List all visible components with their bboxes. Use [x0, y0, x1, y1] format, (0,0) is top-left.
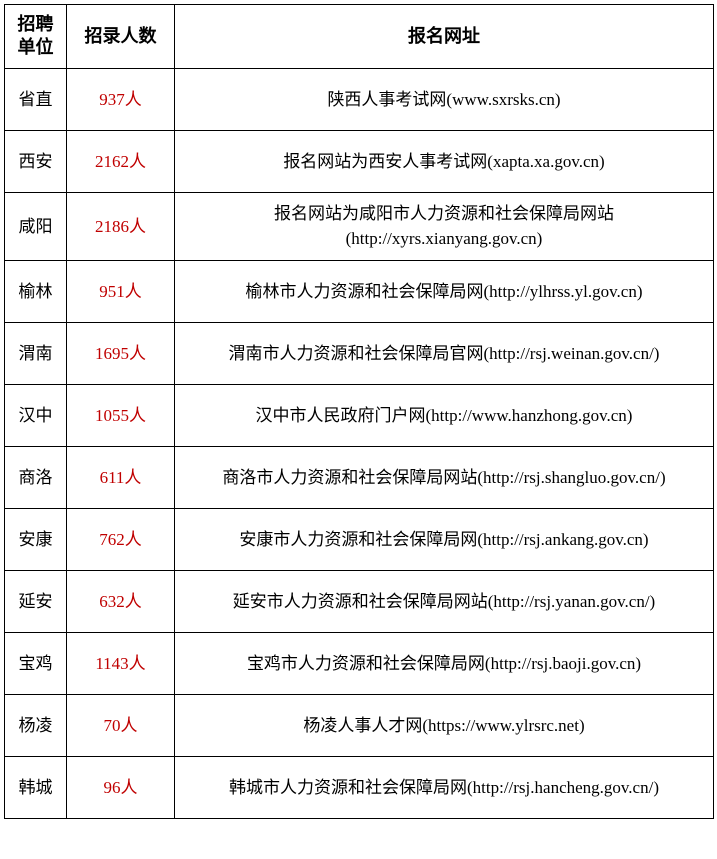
table-row: 咸阳2186人报名网站为咸阳市人力资源和社会保障局网站(http://xyrs.… — [5, 192, 714, 260]
table-body: 省直937人陕西人事考试网(www.sxrsks.cn)西安2162人报名网站为… — [5, 68, 714, 818]
table-row: 杨凌70人杨凌人事人才网(https://www.ylrsrc.net) — [5, 694, 714, 756]
cell-count: 937人 — [67, 68, 175, 130]
cell-url: 汉中市人民政府门户网(http://www.hanzhong.gov.cn) — [175, 384, 714, 446]
table-row: 西安2162人报名网站为西安人事考试网(xapta.xa.gov.cn) — [5, 130, 714, 192]
cell-url: 安康市人力资源和社会保障局网(http://rsj.ankang.gov.cn) — [175, 508, 714, 570]
cell-count: 2186人 — [67, 192, 175, 260]
cell-count: 96人 — [67, 756, 175, 818]
cell-count: 951人 — [67, 260, 175, 322]
cell-count: 762人 — [67, 508, 175, 570]
cell-count: 1055人 — [67, 384, 175, 446]
cell-unit: 杨凌 — [5, 694, 67, 756]
cell-url: 陕西人事考试网(www.sxrsks.cn) — [175, 68, 714, 130]
cell-count: 1695人 — [67, 322, 175, 384]
cell-unit: 咸阳 — [5, 192, 67, 260]
cell-unit: 延安 — [5, 570, 67, 632]
cell-unit: 省直 — [5, 68, 67, 130]
cell-count: 70人 — [67, 694, 175, 756]
cell-unit: 榆林 — [5, 260, 67, 322]
header-url: 报名网址 — [175, 5, 714, 69]
cell-count: 611人 — [67, 446, 175, 508]
cell-count: 1143人 — [67, 632, 175, 694]
cell-url: 延安市人力资源和社会保障局网站(http://rsj.yanan.gov.cn/… — [175, 570, 714, 632]
table-row: 渭南1695人渭南市人力资源和社会保障局官网(http://rsj.weinan… — [5, 322, 714, 384]
cell-unit: 商洛 — [5, 446, 67, 508]
cell-unit: 渭南 — [5, 322, 67, 384]
cell-url: 渭南市人力资源和社会保障局官网(http://rsj.weinan.gov.cn… — [175, 322, 714, 384]
cell-url: 报名网站为西安人事考试网(xapta.xa.gov.cn) — [175, 130, 714, 192]
table-header-row: 招聘单位 招录人数 报名网址 — [5, 5, 714, 69]
cell-unit: 韩城 — [5, 756, 67, 818]
cell-url: 榆林市人力资源和社会保障局网(http://ylhrss.yl.gov.cn) — [175, 260, 714, 322]
cell-unit: 汉中 — [5, 384, 67, 446]
cell-unit: 宝鸡 — [5, 632, 67, 694]
cell-count: 632人 — [67, 570, 175, 632]
cell-url: 韩城市人力资源和社会保障局网(http://rsj.hancheng.gov.c… — [175, 756, 714, 818]
table-row: 省直937人陕西人事考试网(www.sxrsks.cn) — [5, 68, 714, 130]
recruitment-table: 招聘单位 招录人数 报名网址 省直937人陕西人事考试网(www.sxrsks.… — [4, 4, 714, 819]
cell-unit: 安康 — [5, 508, 67, 570]
table-row: 安康762人安康市人力资源和社会保障局网(http://rsj.ankang.g… — [5, 508, 714, 570]
cell-url: 杨凌人事人才网(https://www.ylrsrc.net) — [175, 694, 714, 756]
header-unit: 招聘单位 — [5, 5, 67, 69]
cell-url: 商洛市人力资源和社会保障局网站(http://rsj.shangluo.gov.… — [175, 446, 714, 508]
cell-count: 2162人 — [67, 130, 175, 192]
cell-url: 宝鸡市人力资源和社会保障局网(http://rsj.baoji.gov.cn) — [175, 632, 714, 694]
header-count: 招录人数 — [67, 5, 175, 69]
table-row: 商洛611人商洛市人力资源和社会保障局网站(http://rsj.shanglu… — [5, 446, 714, 508]
table-row: 延安632人延安市人力资源和社会保障局网站(http://rsj.yanan.g… — [5, 570, 714, 632]
table-row: 汉中1055人汉中市人民政府门户网(http://www.hanzhong.go… — [5, 384, 714, 446]
cell-url: 报名网站为咸阳市人力资源和社会保障局网站(http://xyrs.xianyan… — [175, 192, 714, 260]
table-row: 榆林951人榆林市人力资源和社会保障局网(http://ylhrss.yl.go… — [5, 260, 714, 322]
table-row: 宝鸡1143人宝鸡市人力资源和社会保障局网(http://rsj.baoji.g… — [5, 632, 714, 694]
table-row: 韩城96人韩城市人力资源和社会保障局网(http://rsj.hancheng.… — [5, 756, 714, 818]
cell-unit: 西安 — [5, 130, 67, 192]
